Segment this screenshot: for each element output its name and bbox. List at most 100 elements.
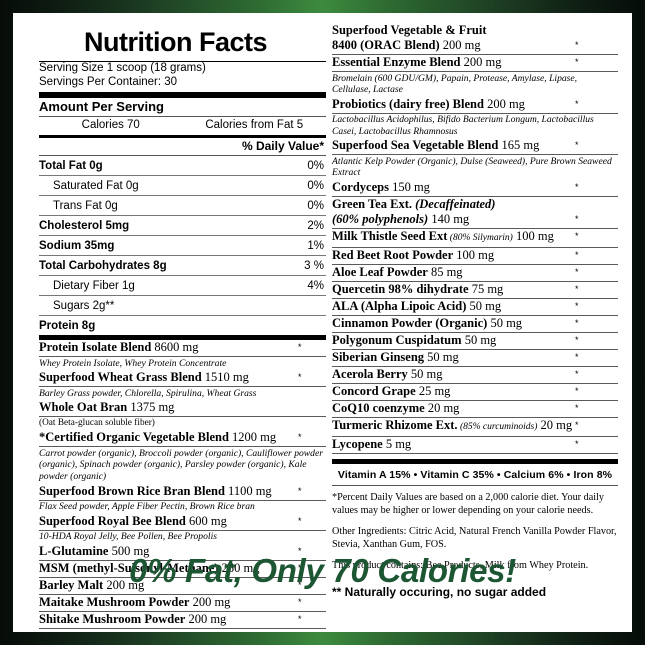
blend-main-line: L-Glutamine 500 mg (39, 544, 326, 559)
servings-per-container: Servings Per Container: 30 (39, 75, 178, 88)
blend-name: Cordyceps (332, 180, 389, 195)
blend-ingredients: Barley Grass powder, Chlorella, Spirulin… (39, 387, 257, 399)
blend-row: Essential Enzyme Blend 200 mg * (332, 55, 618, 72)
amount-per-serving-header: Amount Per Serving (39, 99, 164, 114)
blend-ingredients: Bromelain (600 GDU/GM), Papain, Protease… (332, 72, 578, 96)
nutrient-name: Saturated Fat 0g (53, 179, 139, 192)
blend-qualifier: (85% curcuminoids) (457, 422, 538, 433)
nutrient-row: Dietary Fiber 1g 4% (39, 276, 326, 296)
blend-amount: 1510 mg (201, 370, 249, 385)
nutrient-daily-value: 2% (307, 219, 324, 232)
blend-amount: 200 mg (439, 38, 481, 52)
daily-value-asterisk: * (575, 140, 579, 151)
blend-amount: 200 mg (460, 55, 502, 69)
left-blend-list: Protein Isolate Blend 8600 mg * Whey Prote… (39, 340, 326, 629)
blend-amount: 20 mg (424, 401, 460, 416)
daily-value-asterisk: * (575, 98, 579, 109)
blend-amount: 140 mg (428, 212, 470, 227)
blend-heading-text: Green Tea Ext. (332, 197, 416, 212)
blend-amount: 8600 mg (151, 340, 199, 354)
daily-value-asterisk: * (298, 372, 302, 383)
nutrient-table: Total Fat 0g 0% Saturated Fat 0g 0% Trans Fa… (39, 156, 326, 316)
blend-amount: 250 mg (218, 560, 260, 575)
daily-value-asterisk: * (575, 250, 579, 261)
daily-value-asterisk: * (575, 386, 579, 397)
blend-row: Cordyceps 150 mg * (332, 180, 618, 198)
blend-name: Protein Isolate Blend (39, 340, 152, 354)
blend-amount: 5 mg (382, 437, 412, 452)
blend-amount: 20 mg (537, 418, 573, 433)
daily-value-asterisk: * (298, 545, 302, 556)
blend-main-line: 8400 (ORAC Blend) 200 mg (332, 38, 618, 53)
blend-ingredients: (Oat Beta-glucan soluble fiber) (39, 417, 155, 428)
blend-main-line: Maitake Mushroom Powder 200 mg (39, 595, 326, 610)
nutrient-name: Dietary Fiber 1g (53, 279, 135, 292)
blend-row: ALA (Alpha Lipoic Acid) 50 mg * (332, 299, 618, 317)
blend-row: Superfood Wheat Grass Blend 1510 mg * (39, 370, 326, 388)
blend-row: Turmeric Rhizome Ext. (85% curcuminoids)… (332, 418, 618, 438)
blend-name: Probiotics (dairy free) Blend (332, 96, 484, 111)
nutrient-row: Cholesterol 5mg 2% (39, 216, 326, 236)
divider-med-1 (39, 135, 326, 138)
nutrient-name: Cholesterol 5mg (39, 219, 130, 232)
blend-row: 8400 (ORAC Blend) 200 mg * (332, 38, 618, 55)
blend-main-line: Milk Thistle Seed Ext (80% Silymarin) 10… (332, 229, 618, 246)
blend-row: Superfood Brown Rice Bran Blend 1100 mg * (39, 484, 326, 501)
divider-under-dv (39, 155, 326, 156)
divider-under-amount (39, 116, 326, 117)
blend-row: Concord Grape 25 mg * (332, 384, 618, 402)
blend-main-line: Aloe Leaf Powder 85 mg (332, 265, 618, 280)
blend-ingredients: 10-HDA Royal Jelly, Bee Pollen, Bee Prop… (39, 531, 217, 543)
blend-main-line: Whole Oat Bran 1375 mg (39, 400, 326, 415)
blend-name: Milk Thistle Seed Ext (332, 229, 448, 244)
blend-main-line: Superfood Sea Vegetable Blend 165 mg (332, 138, 618, 153)
page-title: Nutrition Facts (83, 27, 268, 57)
blend-amount: 500 mg (108, 543, 150, 558)
blend-qualifier: (80% Silymarin) (447, 233, 513, 244)
nutrient-name: Sugars 2g** (53, 299, 115, 312)
blend-amount: 1200 mg (228, 430, 277, 445)
calories-row: Calories 70 Calories from Fat 5 (39, 117, 326, 135)
label-columns: Nutrition Facts Serving Size 1 scoop (18… (13, 13, 632, 629)
blend-main-line: Superfood Royal Bee Blend 600 mg (39, 514, 326, 529)
blend-main-line: Lycopene 5 mg (332, 437, 618, 452)
nutrient-daily-value: 1% (307, 239, 324, 252)
blend-amount: 200 mg (483, 96, 525, 111)
blend-amount: 200 mg (189, 594, 231, 609)
blend-main-line: ALA (Alpha Lipoic Acid) 50 mg (332, 299, 618, 314)
blend-heading: Green Tea Ext. (Decaffeinated) (332, 197, 618, 212)
blend-name: Turmeric Rhizome Ext. (332, 418, 458, 433)
blend-main-line: Protein Isolate Blend 8600 mg (39, 340, 326, 355)
nutrient-row: Trans Fat 0g 0% (39, 196, 326, 216)
blend-amount: 50 mg (466, 299, 502, 314)
daily-value-header: % Daily Value* (241, 139, 324, 153)
blend-name: Barley Malt (39, 577, 104, 592)
blend-ingredients: Lactobacillus Acidophilus, Bifido Bacter… (332, 114, 594, 137)
blend-main-line: Essential Enzyme Blend 200 mg (332, 55, 618, 70)
nutrient-daily-value: 0% (307, 179, 324, 192)
blend-amount: 50 mg (407, 367, 443, 382)
divider-under-title (39, 61, 326, 62)
vitamin-row: Vitamin A 15% • Vitamin C 35% • Calcium … (332, 464, 618, 487)
natural-sugar-note: ** Naturally occuring, no sugar added (332, 585, 547, 600)
blend-row: Polygonum Cuspidatum 50 mg * (332, 333, 618, 351)
nutrient-row: Saturated Fat 0g 0% (39, 176, 326, 196)
nutrient-name: Trans Fat 0g (53, 199, 118, 212)
blend-row: Cinnamon Powder (Organic) 50 mg * (332, 316, 618, 334)
blend-name: MSM (methyl-Sulsonyl-Methane) (39, 560, 219, 575)
blend-row: MSM (methyl-Sulsonyl-Methane) 250 mg * (39, 561, 326, 578)
daily-value-asterisk: * (298, 596, 302, 607)
blend-main-line: Red Beet Root Powder 100 mg (332, 248, 618, 263)
nutrient-daily-value: 3 % (304, 259, 324, 272)
blend-row: Superfood Sea Vegetable Blend 165 mg * (332, 138, 618, 156)
blend-amount: 50 mg (424, 350, 459, 365)
nutrient-row: Sugars 2g** (39, 296, 326, 316)
blend-name: Aloe Leaf Powder (332, 265, 428, 280)
blend-name: Superfood Wheat Grass Blend (39, 370, 202, 385)
nutrient-name: Sodium 35mg (39, 239, 115, 252)
blend-ingredients: Carrot powder (organic), Broccoli powder… (39, 447, 323, 482)
blend-row: Red Beet Root Powder 100 mg * (332, 248, 618, 266)
daily-value-note: *Percent Daily Values are based on a 2,0… (332, 492, 604, 516)
blend-main-line: Turmeric Rhizome Ext. (85% curcuminoids)… (332, 418, 618, 435)
blend-amount: 85 mg (427, 265, 463, 280)
